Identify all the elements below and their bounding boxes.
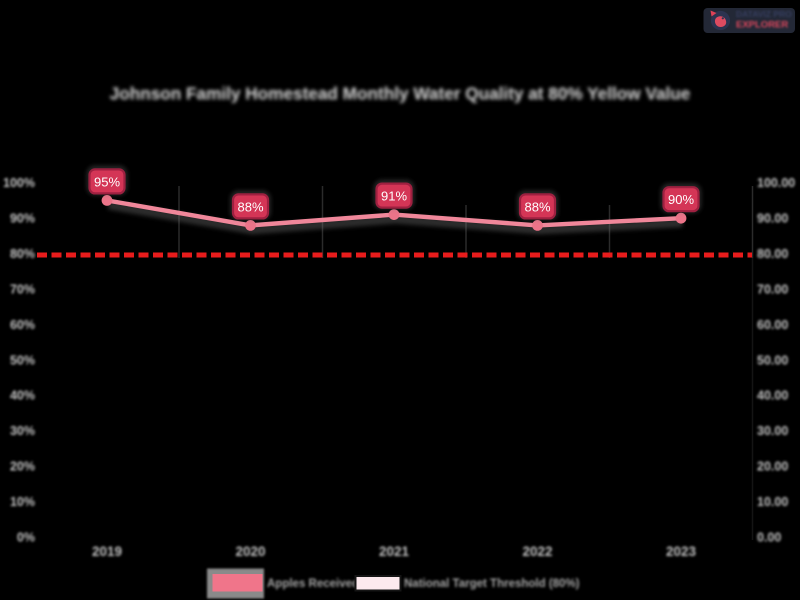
svg-text:50%: 50%	[10, 353, 35, 367]
svg-text:90.00: 90.00	[757, 212, 788, 226]
svg-text:Johnson Family Homestead Month: Johnson Family Homestead Monthly Water Q…	[110, 84, 691, 104]
svg-text:60%: 60%	[10, 318, 35, 332]
svg-text:30.00: 30.00	[757, 424, 788, 438]
svg-text:20%: 20%	[10, 460, 35, 474]
svg-text:100.00: 100.00	[757, 176, 795, 190]
svg-text:80%: 80%	[10, 247, 35, 261]
svg-text:80.00: 80.00	[757, 247, 788, 261]
svg-text:60.00: 60.00	[757, 318, 788, 332]
svg-text:2022: 2022	[522, 544, 552, 559]
svg-text:20.00: 20.00	[757, 460, 788, 474]
svg-text:95%: 95%	[94, 174, 120, 189]
svg-text:DATAVIZ PRO: DATAVIZ PRO	[736, 9, 792, 19]
svg-text:70%: 70%	[10, 282, 35, 296]
svg-text:88%: 88%	[237, 199, 263, 214]
svg-text:40%: 40%	[10, 389, 35, 403]
svg-text:70.00: 70.00	[757, 282, 788, 296]
svg-text:National Target Threshold (80%: National Target Threshold (80%)	[404, 578, 580, 590]
svg-text:0.00: 0.00	[757, 531, 781, 545]
svg-text:10.00: 10.00	[757, 495, 788, 509]
svg-text:90%: 90%	[668, 192, 694, 207]
svg-text:40.00: 40.00	[757, 389, 788, 403]
svg-text:2020: 2020	[235, 544, 265, 559]
svg-text:90%: 90%	[10, 212, 35, 226]
svg-text:0%: 0%	[17, 531, 35, 545]
svg-text:100%: 100%	[3, 176, 35, 190]
svg-text:30%: 30%	[10, 424, 35, 438]
svg-text:2019: 2019	[92, 544, 122, 559]
svg-text:91%: 91%	[381, 189, 407, 204]
svg-text:EXPLORER: EXPLORER	[736, 20, 788, 31]
svg-text:2021: 2021	[379, 544, 410, 559]
svg-text:50.00: 50.00	[757, 353, 788, 367]
svg-text:10%: 10%	[10, 495, 35, 509]
svg-text:Apples Received: Apples Received	[267, 578, 359, 590]
svg-text:88%: 88%	[524, 199, 550, 214]
svg-text:2023: 2023	[666, 544, 697, 559]
